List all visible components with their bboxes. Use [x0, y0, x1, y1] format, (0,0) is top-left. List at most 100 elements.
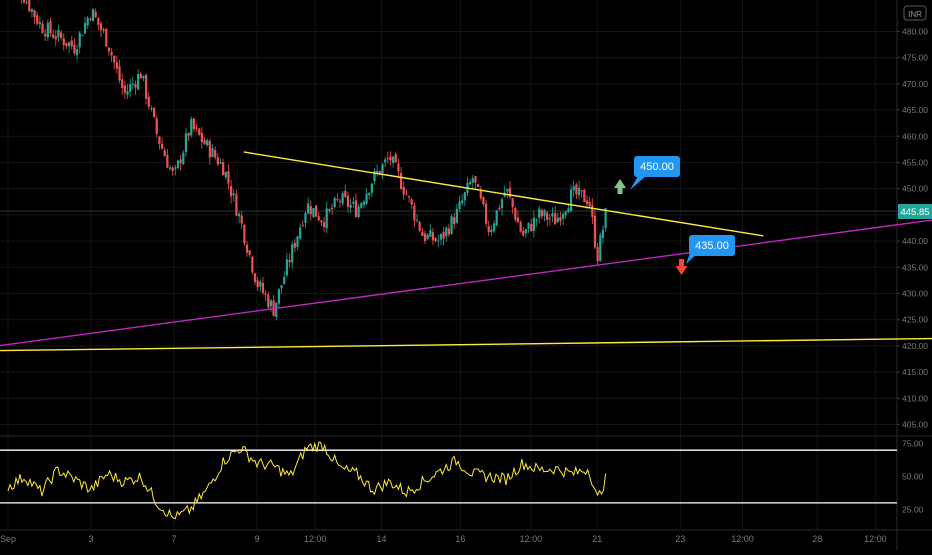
candle-body [585, 200, 589, 205]
candle-body [75, 49, 79, 56]
candle-body [299, 227, 302, 239]
candle-body [275, 302, 278, 318]
time-tick-label: 7 [171, 534, 176, 544]
candle-body [325, 208, 328, 229]
price-tick-label: 440.00 [902, 236, 928, 246]
target-callout-down[interactable]: 435.00 [675, 235, 736, 275]
candle-body [152, 107, 156, 118]
down-arrow-icon [675, 259, 688, 275]
candle-body [52, 34, 55, 38]
candle-body [269, 300, 273, 307]
candle-body [386, 158, 389, 160]
candle-body [168, 167, 172, 169]
candle-body [596, 247, 599, 262]
candle-body [113, 55, 116, 63]
candle-body [60, 32, 63, 38]
candle-body [145, 74, 148, 99]
time-tick-label: 23 [675, 534, 685, 544]
candle-body [410, 199, 413, 205]
time-tick-label: Sep [0, 534, 16, 544]
candle-body [81, 35, 84, 37]
candle-body [399, 173, 403, 189]
candle-body [129, 84, 132, 92]
candle-body [527, 222, 530, 229]
candlestick-series [20, 0, 607, 321]
candle-body [373, 170, 376, 182]
candle-body [211, 148, 214, 158]
rsi-tick-label: 75.00 [902, 439, 924, 449]
candle-body [469, 182, 472, 185]
candle-body [105, 28, 108, 47]
candle-body [569, 189, 573, 211]
time-tick-label: 9 [254, 534, 259, 544]
candle-body [206, 140, 209, 146]
candle-body [237, 213, 241, 217]
candle-body [230, 186, 233, 197]
candle-body [91, 9, 95, 22]
trendlines[interactable] [0, 151, 932, 352]
price-tick-label: 410.00 [902, 393, 928, 403]
target-callout-up[interactable]: 450.00 [614, 156, 680, 194]
candle-body [307, 203, 310, 214]
candle-body [511, 198, 514, 208]
candle-body [418, 221, 421, 231]
candle-body [232, 193, 235, 196]
candle-body [524, 229, 528, 234]
candle-body [458, 201, 461, 209]
candle-body [296, 236, 299, 247]
candle-body [368, 192, 371, 196]
candle-body [121, 79, 124, 89]
candle-body [322, 222, 326, 228]
candle-body [57, 29, 60, 38]
candle-body [176, 160, 180, 168]
up-arrow-icon [614, 179, 626, 194]
candle-body [413, 205, 416, 221]
rsi-axis[interactable]: 75.00 50.00 25.00 [902, 439, 924, 515]
price-tick-label: 420.00 [902, 341, 928, 351]
candle-body [360, 203, 363, 208]
candle-body [41, 23, 44, 34]
candle-body [415, 219, 419, 221]
rsi-line [7, 441, 607, 520]
time-axis[interactable]: Sep 3 7 9 12:00 14 16 12:00 21 23 12:00 28 12:00 [0, 534, 887, 544]
trendline-resistance[interactable] [243, 151, 764, 237]
candle-body [54, 36, 57, 40]
candle-body [137, 74, 140, 90]
price-axis[interactable]: 480.00 475.00 470.00 465.00 460.00 455.00 450.… [897, 26, 928, 430]
trendline-ascending-support[interactable] [0, 215, 932, 351]
candle-body [453, 217, 456, 225]
candle-body [256, 280, 259, 288]
candle-body [70, 40, 73, 47]
candle-body [477, 184, 480, 188]
candle-body [362, 201, 366, 205]
price-tick-label: 425.00 [902, 315, 928, 325]
candle-body [192, 118, 196, 130]
candle-body [508, 187, 512, 197]
time-tick-label: 16 [455, 534, 465, 544]
candle-body [461, 200, 464, 204]
candle-body [150, 108, 153, 110]
candle-body [288, 260, 291, 263]
candle-body [370, 183, 373, 193]
candle-body [344, 190, 347, 197]
candle-body [160, 143, 164, 149]
candle-body [548, 218, 551, 220]
candle-body [376, 170, 379, 173]
candle-body [102, 29, 105, 31]
candle-body [604, 208, 607, 229]
candle-body [267, 294, 270, 308]
candle-body [381, 164, 384, 174]
candle-body [330, 207, 334, 210]
currency-badge[interactable]: INR [903, 5, 927, 21]
candle-body [139, 73, 142, 79]
currency-badge-label: INR [908, 10, 922, 19]
candle-body [402, 187, 405, 195]
candle-body [67, 42, 71, 47]
candle-body [500, 199, 504, 209]
trendline-horizontal-support[interactable] [0, 337, 932, 352]
candle-body [437, 240, 440, 242]
candle-body [49, 20, 52, 34]
